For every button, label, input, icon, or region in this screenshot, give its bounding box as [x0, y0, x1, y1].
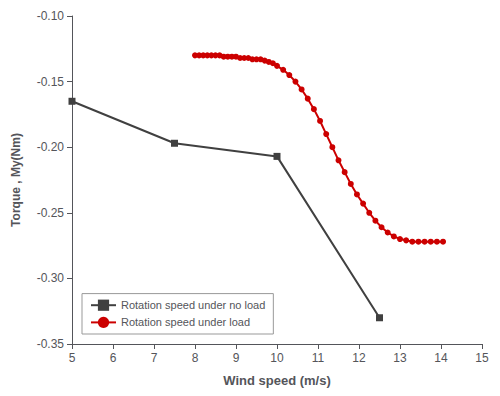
svg-text:14: 14	[434, 351, 448, 365]
svg-text:-0.20: -0.20	[37, 140, 65, 154]
svg-text:Rotation speed under load: Rotation speed under load	[121, 316, 250, 328]
svg-text:-0.35: -0.35	[37, 337, 65, 351]
svg-text:15: 15	[475, 351, 489, 365]
svg-text:-0.15: -0.15	[37, 75, 65, 89]
svg-text:9: 9	[233, 351, 240, 365]
svg-text:Rotation speed under no load: Rotation speed under no load	[121, 299, 265, 311]
svg-text:10: 10	[270, 351, 284, 365]
svg-text:11: 11	[312, 351, 325, 365]
svg-text:12: 12	[352, 351, 366, 365]
svg-text:-0.10: -0.10	[37, 9, 65, 23]
svg-text:5: 5	[69, 351, 76, 365]
svg-text:13: 13	[393, 351, 407, 365]
svg-text:Wind speed (m/s): Wind speed (m/s)	[223, 373, 331, 388]
svg-text:7: 7	[151, 351, 158, 365]
svg-text:8: 8	[192, 351, 199, 365]
svg-text:-0.30: -0.30	[37, 271, 65, 285]
svg-text:6: 6	[110, 351, 117, 365]
svg-text:Torque , My(Nm): Torque , My(Nm)	[9, 133, 23, 227]
svg-text:-0.25: -0.25	[37, 206, 65, 220]
